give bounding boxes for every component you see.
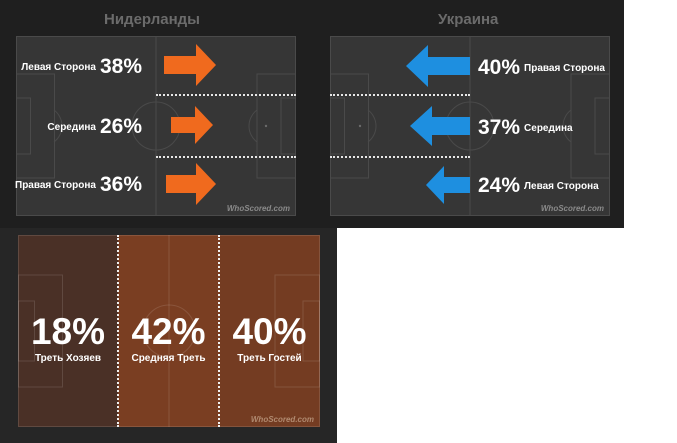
right-arrow-icon — [171, 106, 213, 144]
watermark: WhoScored.com — [226, 204, 290, 213]
third-home: 18% Треть Хозяев — [18, 235, 118, 427]
third-divider — [218, 235, 220, 427]
left-arrow-icon — [406, 45, 470, 87]
zone-percentage: 37% — [478, 116, 521, 139]
third-label: Средняя Треть — [131, 353, 206, 364]
watermark: WhoScored.com — [250, 415, 314, 424]
right-team-title: Украина — [438, 11, 499, 28]
third-percentage: 40% — [232, 311, 307, 352]
zone-divider — [330, 94, 470, 96]
right-arrow-icon — [164, 44, 216, 86]
right-team-row-left: 24% Левая Сторона — [474, 174, 599, 198]
left-arrow-icon — [426, 166, 470, 204]
third-middle: 42% Средняя Треть — [118, 235, 219, 427]
watermark: WhoScored.com — [540, 204, 604, 213]
zone-percentage: 40% — [478, 56, 521, 79]
right-team-row-right: 40% Правая Сторона — [474, 56, 605, 80]
left-team-title: Нидерланды — [104, 11, 200, 28]
right-team-row-center: 37% Середина — [474, 116, 573, 140]
zone-percentage: 26% — [99, 115, 142, 138]
zone-label: Правая Сторона — [524, 62, 605, 74]
right-team-pitch: 40% Правая Сторона 37% Середина 24% Лева… — [330, 36, 610, 216]
zone-label: Середина — [47, 121, 96, 133]
right-arrow-icon — [166, 163, 216, 205]
pitch-markings — [18, 235, 320, 427]
third-percentage: 42% — [131, 311, 206, 352]
left-team-row-right: Правая Сторона 36% — [15, 173, 146, 197]
pitch-markings — [16, 36, 296, 216]
zone-divider — [156, 94, 296, 96]
attack-sides-panel: Нидерланды Украина Левая Сторона 38% — [0, 0, 624, 228]
zone-divider — [156, 156, 296, 158]
zone-percentage: 38% — [99, 55, 142, 78]
left-team-row-left: Левая Сторона 38% — [21, 55, 146, 79]
zone-divider — [330, 156, 470, 158]
zone-percentage: 36% — [99, 173, 142, 196]
left-team-row-center: Середина 26% — [47, 115, 146, 139]
third-divider — [117, 235, 119, 427]
third-label: Треть Гостей — [237, 353, 302, 364]
left-arrow-icon — [410, 106, 470, 146]
pitch-markings — [330, 36, 610, 216]
zone-label: Левая Сторона — [21, 61, 96, 73]
zone-label: Середина — [524, 122, 573, 134]
third-away: 40% Треть Гостей — [219, 235, 320, 427]
zone-label: Правая Сторона — [15, 179, 96, 191]
zone-percentage: 24% — [478, 174, 521, 197]
third-percentage: 18% — [30, 311, 106, 352]
action-zones-pitch: 18% Треть Хозяев 42% Средняя Треть 40% Т… — [18, 235, 320, 427]
zone-label: Левая Сторона — [524, 180, 599, 192]
left-team-pitch: Левая Сторона 38% Середина 26% Правая Ст… — [15, 36, 296, 216]
third-label: Треть Хозяев — [34, 353, 102, 364]
